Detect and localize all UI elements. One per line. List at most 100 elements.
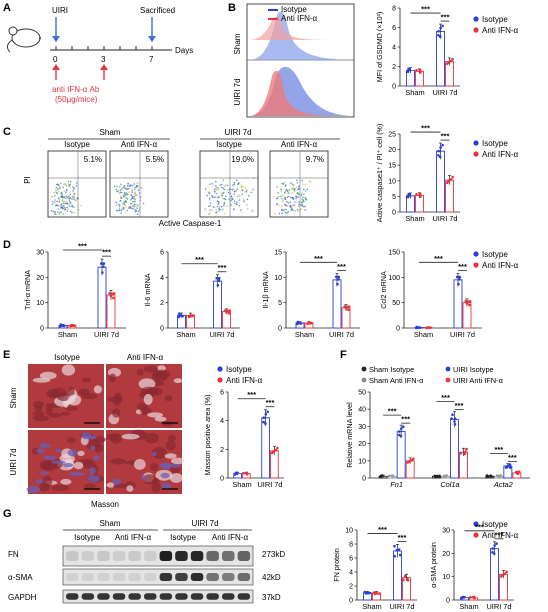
sacrificed-label: Sacrificed	[140, 6, 175, 15]
flow-event	[66, 196, 68, 199]
flow-event	[292, 185, 295, 187]
flow-event	[230, 204, 232, 206]
flow-event	[222, 187, 225, 190]
flow-event	[299, 208, 302, 210]
blot-strip-asma	[62, 568, 254, 586]
bar	[213, 280, 222, 329]
flow-event	[233, 183, 236, 185]
flow-event	[65, 188, 68, 191]
x-tick-label: Sham	[459, 602, 478, 611]
data-point	[434, 475, 437, 479]
flow-event	[208, 197, 211, 199]
data-point	[177, 315, 181, 319]
sig-label: ***	[78, 242, 87, 251]
size-gapdh: 37kD	[262, 593, 281, 602]
blot-band	[81, 551, 95, 561]
flow-event	[224, 201, 226, 204]
micro-structure	[56, 392, 71, 402]
flow-event	[231, 188, 233, 191]
flow-event	[56, 183, 58, 186]
flow-event	[232, 184, 234, 186]
flow-event	[272, 195, 275, 198]
blot-band	[97, 593, 110, 600]
legend-f-2: Sham Anti IFN-α	[369, 376, 424, 385]
flow-event	[211, 209, 214, 211]
blot-band	[206, 593, 219, 600]
data-point	[491, 551, 494, 554]
y-tick-label: 150	[388, 250, 400, 257]
panel-c-flow: Sham UIRI 7d Isotype 5.1% Anti IFN-α 5.5% Is…	[23, 128, 340, 228]
y-tick-label: 0	[278, 326, 282, 333]
flow-event	[277, 195, 280, 198]
band-gapdh: GAPDH	[8, 593, 37, 602]
data-point	[465, 447, 468, 451]
bar	[396, 431, 406, 479]
flow-event	[51, 196, 53, 198]
flow-event	[136, 207, 138, 209]
flow-event	[209, 204, 211, 207]
data-point	[403, 574, 407, 578]
legend-b-anti: Anti IFN-α	[482, 26, 519, 35]
size-fn: 273kD	[262, 550, 285, 559]
flow-event	[287, 202, 290, 204]
micro-structure	[154, 416, 167, 422]
flow-event	[204, 208, 206, 211]
flow-event	[62, 205, 64, 207]
x-tick-label: UIRI 7d	[329, 330, 354, 339]
flow-event	[286, 196, 289, 198]
data-point	[406, 578, 409, 581]
flow-event	[119, 199, 122, 202]
chart-D2: 0 2 4 6 Il-6 mRNA Sham UIRI 7d *** ***	[143, 250, 240, 339]
data-point	[437, 34, 440, 37]
flow-event	[64, 208, 67, 211]
flow-event	[283, 182, 285, 184]
sig-label: ***	[247, 390, 256, 399]
y-tick-label: 20	[442, 551, 450, 558]
flow-event	[228, 200, 231, 202]
flow-event	[284, 203, 286, 206]
flow-event	[235, 189, 237, 192]
flow-event	[278, 204, 281, 207]
flow-plot: Anti IFN-α 5.5%	[109, 140, 169, 218]
flow-event	[301, 179, 303, 182]
flow-event	[238, 199, 241, 201]
micro-structure	[152, 369, 171, 379]
blot-band	[97, 551, 110, 561]
sig-label: ***	[421, 5, 430, 14]
data-point	[502, 572, 506, 576]
sig-label: ***	[314, 254, 323, 263]
blot-band	[81, 573, 95, 581]
flow-event	[279, 188, 282, 190]
flow-event	[134, 201, 136, 203]
flow-event	[115, 202, 118, 205]
flow-event	[134, 198, 137, 201]
data-point	[337, 278, 340, 281]
data-point	[299, 322, 303, 325]
flow-event	[55, 191, 58, 194]
flow-event	[209, 183, 211, 186]
flow-event	[296, 208, 299, 211]
flow-event	[209, 202, 212, 204]
flow-event	[133, 197, 135, 200]
data-point	[442, 475, 445, 479]
flow-plot: Isotype 5.1%	[47, 140, 107, 218]
micro-structure	[42, 475, 53, 487]
data-point	[491, 547, 494, 550]
flow-event	[240, 208, 242, 211]
flow-event	[295, 195, 297, 197]
flow-event	[135, 194, 137, 196]
flow-event	[73, 187, 76, 189]
sig-label: ***	[455, 401, 464, 410]
flow-event	[57, 204, 59, 207]
blot-band	[112, 593, 126, 600]
y-tick-label: 8	[349, 542, 353, 549]
micro-col-isotype: Isotype	[54, 353, 80, 362]
data-point	[108, 292, 111, 295]
blot-band	[128, 593, 141, 600]
y-tick-label: 2	[160, 300, 164, 307]
flow-event	[303, 193, 305, 195]
micro-fibrosis	[43, 455, 57, 460]
y-tick-label: 2	[220, 447, 224, 454]
micro-structure	[169, 473, 183, 483]
flow-event	[220, 194, 223, 197]
